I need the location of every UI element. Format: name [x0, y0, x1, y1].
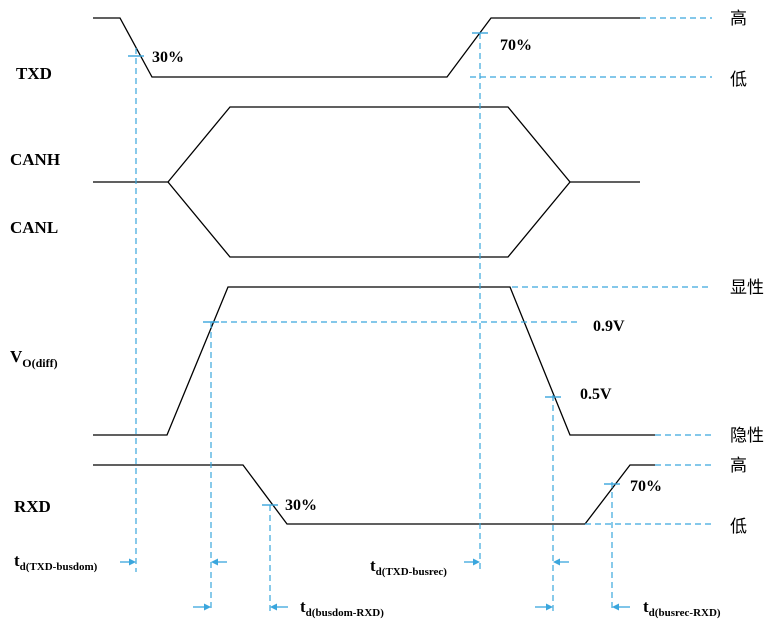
vo-diff-waveform: [93, 286, 655, 436]
rxd-low-label: 低: [730, 517, 747, 537]
txd-busrec-timing-label: td(TXD-busrec): [370, 556, 447, 578]
txd-busdom-timing-label: td(TXD-busdom): [14, 551, 98, 573]
txd-busrec-arrow-end: [553, 558, 569, 566]
txd-busrec-arrow: [464, 558, 480, 566]
waveforms: [93, 17, 655, 525]
rxd-30pct-label: 30%: [285, 497, 317, 514]
vo-diff-label-sub: O(diff): [22, 356, 57, 370]
txd-high-label: 高: [730, 9, 747, 29]
busdom-rxd-arrow-end: [270, 603, 288, 611]
can-bus-waveform: [167, 106, 571, 258]
rxd-label: RXD: [14, 497, 51, 516]
vo-diff-label: VO(diff): [10, 347, 58, 370]
timing-arrows: [120, 558, 630, 611]
busrec-rxd-arrow-end: [612, 603, 630, 611]
recessive-label: 隐性: [730, 426, 764, 446]
txd-30pct-label: 30%: [152, 49, 184, 66]
dominant-label: 显性: [730, 278, 764, 298]
canh-label: CANH: [10, 150, 60, 169]
vo-0.5v-label: 0.5V: [580, 386, 612, 403]
crossing-ticks: [128, 32, 620, 506]
vo-0.9v-label: 0.9V: [593, 318, 625, 335]
reference-lines: [135, 17, 712, 612]
busdom-rxd-timing-label: td(busdom-RXD): [300, 597, 384, 619]
busrec-rxd-timing-label: td(busrec-RXD): [643, 597, 721, 619]
txd-low-label: 低: [730, 70, 747, 90]
txd-busdom-arrow: [120, 558, 136, 566]
rxd-high-label: 高: [730, 456, 747, 476]
busdom-rxd-arrow: [193, 603, 211, 611]
rxd-70pct-label: 70%: [630, 478, 662, 495]
txd-70pct-label: 70%: [500, 37, 532, 54]
canl-label: CANL: [10, 218, 58, 237]
busrec-rxd-arrow: [535, 603, 553, 611]
rxd-waveform: [93, 464, 655, 525]
txd-label: TXD: [16, 64, 52, 83]
txd-waveform: [93, 17, 640, 78]
txd-busdom-arrow-end: [211, 558, 227, 566]
vo-diff-label-main: V: [10, 347, 23, 366]
